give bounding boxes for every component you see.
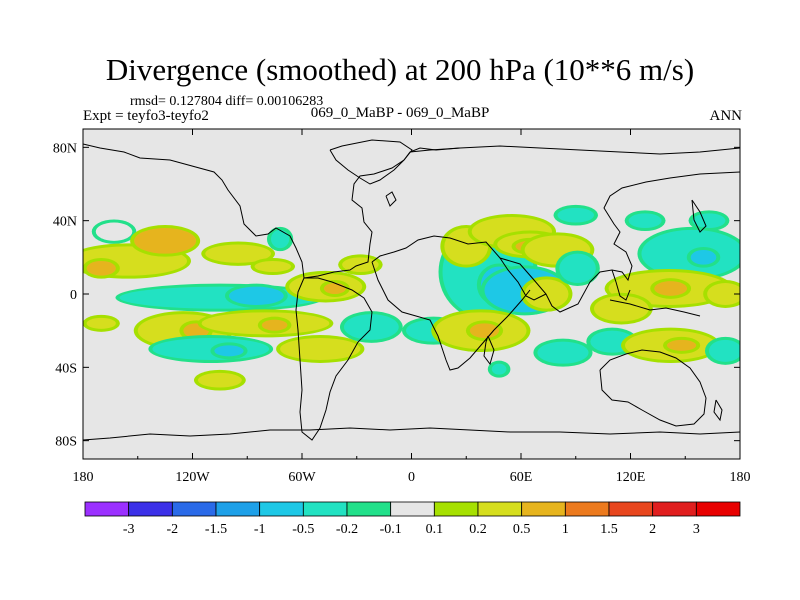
colorbar-swatch-11	[564, 501, 610, 517]
y-tick-label-4: 80S	[55, 435, 77, 450]
colorbar-swatch-4	[259, 501, 304, 517]
x-tick-label-3: 0	[408, 470, 415, 485]
anomaly-core-40	[594, 295, 649, 322]
anomaly-core-49	[708, 339, 740, 362]
anomaly-core-19	[197, 372, 242, 388]
coastline-indonesia	[609, 299, 701, 317]
coastline-indochina	[611, 269, 631, 301]
y-tick-label-1: 40N	[53, 215, 77, 230]
x-tick-label-2: 60W	[288, 470, 316, 485]
colorbar-swatch-8	[433, 501, 479, 517]
coastline-antarctica	[83, 427, 740, 441]
case-label: 069_0_MaBP - 069_0_MaBP	[310, 105, 490, 121]
experiment-label: Expt = teyfo3-teyfo2	[83, 108, 209, 124]
anomaly-core-45	[537, 341, 589, 364]
colorbar-label-6: -0.1	[380, 522, 402, 537]
chart-title: Divergence (smoothed) at 200 hPa (10**6 …	[105, 52, 695, 87]
coastline-uk	[385, 191, 397, 207]
coastline-japan	[691, 199, 707, 233]
colorbar-swatch-12	[608, 501, 654, 517]
y-tick-label-3: 40S	[55, 361, 77, 376]
anomaly-core-34	[628, 213, 662, 229]
anomaly-core-17	[214, 345, 244, 357]
x-tick-label-5: 120E	[616, 470, 646, 485]
anomaly-core-10	[323, 283, 346, 294]
colorbar-swatch-6	[346, 501, 392, 517]
coastline-greenland	[329, 139, 413, 185]
x-tick-label-1: 120W	[175, 470, 210, 485]
y-axis: 80N 40N 0 40S 80S	[53, 141, 740, 450]
colorbar-label-13: 3	[693, 522, 700, 537]
colorbar-label-8: 0.2	[469, 522, 487, 537]
colorbar-label-12: 2	[649, 522, 656, 537]
coastline-arabia	[499, 257, 547, 301]
colorbar-label-3: -1	[254, 522, 266, 537]
x-axis: 180 120W 60W 0 60E 120E 180	[73, 129, 751, 485]
colorbar-swatch-9	[477, 501, 523, 517]
coastline-eurasia-africa	[371, 171, 740, 313]
x-tick-label-6: 180	[730, 470, 751, 485]
coastline-australia	[599, 349, 707, 427]
season-label: ANN	[709, 108, 743, 124]
y-tick-label-2: 0	[70, 288, 77, 303]
anomaly-core-33	[557, 207, 594, 223]
anomaly-core-18	[280, 338, 361, 360]
anomaly-core-39	[654, 281, 688, 296]
colorbar-label-11: 1.5	[600, 522, 618, 537]
anomaly-core-11	[86, 317, 116, 329]
colorbar-label-5: -0.2	[336, 522, 358, 537]
coastline-new-zealand	[713, 399, 723, 422]
colorbar-label-4: -0.5	[292, 522, 314, 537]
x-tick-label-0: 180	[73, 470, 94, 485]
anomaly-core-43	[469, 323, 500, 338]
colorbar-label-1: -2	[166, 522, 178, 537]
colorbar-label-2: -1.5	[205, 522, 227, 537]
anomaly-core-32	[559, 253, 596, 283]
coastline-south-america	[295, 277, 373, 441]
anomaly-core-2	[134, 228, 197, 254]
anomaly-core-44	[491, 363, 507, 375]
colorbar-label-9: 0.5	[513, 522, 531, 537]
colorbar-label-7: 0.1	[426, 522, 444, 537]
colorbar-swatch-2	[171, 501, 217, 517]
y-tick-label-0: 80N	[53, 141, 77, 156]
colorbar-swatch-5	[302, 501, 348, 517]
colorbar-label-10: 1	[562, 522, 569, 537]
coastline-arctic	[409, 145, 740, 155]
x-tick-label-4: 60E	[510, 470, 533, 485]
colorbar-label-0: -3	[123, 522, 135, 537]
anomaly-core-35	[692, 213, 726, 229]
coastlines	[83, 139, 740, 441]
anomaly-core-0	[95, 222, 133, 241]
anomaly-core-21	[343, 314, 399, 340]
colorbar-swatch-13	[652, 501, 697, 517]
anomaly-core-48	[667, 339, 697, 351]
colorbar-swatch-0	[84, 501, 130, 517]
coastline-africa	[371, 261, 531, 371]
coastline-north-america	[83, 143, 461, 279]
anomaly-core-6	[254, 261, 292, 272]
anomaly-core-15	[261, 319, 288, 331]
colorbar-swatch-3	[215, 501, 261, 517]
anomaly-core-8	[229, 286, 284, 306]
anomaly-core-16	[152, 338, 270, 360]
anomaly-core-41	[707, 283, 740, 305]
stats-label: rmsd= 0.127804 diff= 0.00106283	[130, 94, 324, 109]
colorbar-swatch-10	[521, 501, 566, 517]
colorbar-swatch-7	[390, 501, 435, 517]
coastline-madagascar	[483, 335, 495, 366]
colorbar-swatch-14	[695, 501, 741, 517]
anomaly-fields	[83, 204, 740, 391]
anomaly-core-37	[690, 250, 717, 265]
anomaly-core-5	[270, 229, 290, 249]
colorbar: -3 -2 -1.5 -1 -0.5 -0.2 -0.1 0.1 0.2 0.5 1 1.5 2 3	[84, 501, 741, 537]
colorbar-swatch-1	[128, 501, 173, 517]
anomaly-core-3	[86, 261, 116, 276]
anomaly-core-4	[205, 244, 271, 263]
